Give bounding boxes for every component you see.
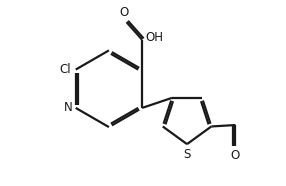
Text: O: O bbox=[120, 6, 129, 19]
Text: Cl: Cl bbox=[60, 63, 72, 76]
Text: OH: OH bbox=[146, 31, 164, 44]
Text: S: S bbox=[183, 147, 191, 161]
Text: N: N bbox=[63, 101, 72, 114]
Text: O: O bbox=[231, 149, 240, 162]
